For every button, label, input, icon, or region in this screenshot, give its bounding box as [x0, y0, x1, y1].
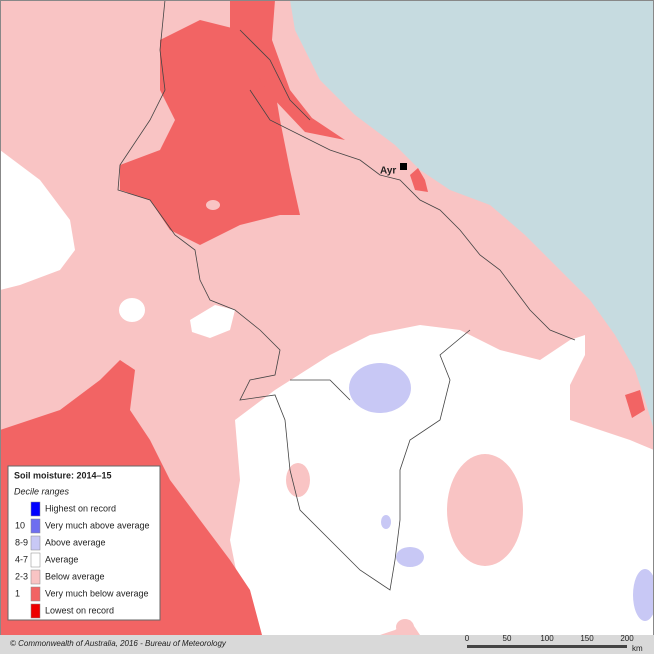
above-average-areas: [349, 363, 654, 621]
legend-swatch: [30, 603, 41, 619]
legend-swatch: [30, 501, 41, 517]
scale-tick-label: 100: [540, 634, 554, 643]
legend-label: Highest on record: [45, 503, 116, 513]
legend-swatch: [30, 586, 41, 602]
credit: © Commonwealth of Australia, 2016 - Bure…: [10, 639, 227, 648]
town-marker: [400, 163, 407, 170]
town-label: Ayr: [380, 166, 396, 177]
scale-tick-label: 200: [620, 634, 634, 643]
legend-title: Soil moisture: 2014–15: [14, 470, 112, 480]
below-average-areas: [286, 454, 523, 635]
scale-unit: km: [632, 644, 643, 653]
average-areas: [0, 150, 654, 635]
scale-bar-line: [467, 645, 627, 648]
legend-swatch: [30, 518, 41, 534]
legend-code: 2-3: [15, 571, 28, 581]
legend-swatch: [30, 569, 41, 585]
legend-swatch: [30, 552, 41, 568]
legend-label: Very much below average: [45, 588, 149, 598]
sea: [290, 0, 654, 430]
footer-bar: [0, 635, 654, 654]
legend-label: Very much above average: [45, 520, 150, 530]
legend-code: 1: [15, 588, 20, 598]
legend-label: Average: [45, 554, 78, 564]
scale-tick-label: 50: [503, 634, 512, 643]
legend-subtitle: Decile ranges: [14, 486, 70, 496]
legend-code: 8-9: [15, 537, 28, 547]
scale-tick-label: 0: [465, 634, 470, 643]
legend-swatch: [30, 535, 41, 551]
legend-label: Lowest on record: [45, 605, 114, 615]
scale-tick-label: 150: [580, 634, 594, 643]
island-patch: [206, 200, 220, 210]
legend-code: 10: [15, 520, 25, 530]
legend: Soil moisture: 2014–15 Decile ranges Hig…: [7, 465, 161, 621]
legend-label: Below average: [45, 571, 105, 581]
boundaries: [117, 0, 576, 591]
legend-code: 4-7: [15, 554, 28, 564]
legend-label: Above average: [45, 537, 106, 547]
